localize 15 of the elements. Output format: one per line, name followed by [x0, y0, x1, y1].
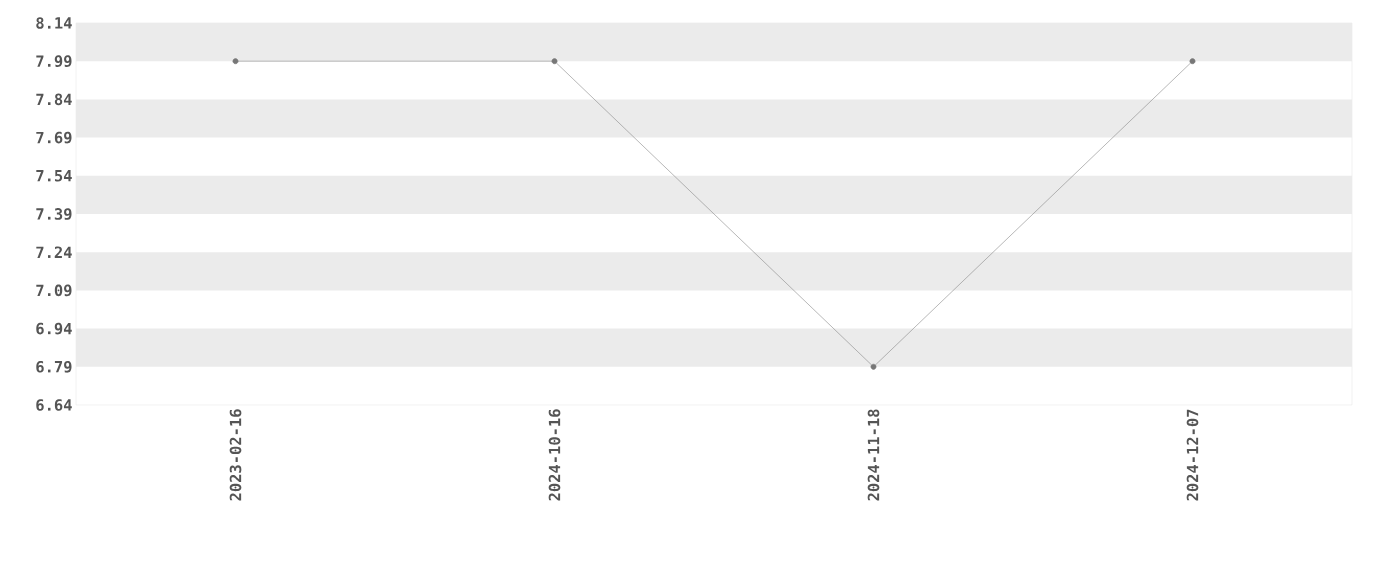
- x-tick-label: 2023-02-16: [229, 409, 242, 501]
- y-tick-label: 7.69: [36, 131, 72, 144]
- y-tick-label: 6.79: [36, 360, 72, 373]
- y-tick-label: 6.94: [36, 322, 72, 335]
- y-tick-label: 7.24: [36, 246, 72, 258]
- x-tick-label: 2024-12-07: [1186, 409, 1199, 501]
- y-tick-label: 7.39: [36, 208, 72, 220]
- y-tick-label: 7.84: [36, 93, 72, 106]
- y-tick-label: 7.99: [36, 55, 72, 68]
- y-tick-label: 8.14: [36, 17, 72, 29]
- x-tick-label: 2024-10-16: [548, 409, 561, 501]
- y-tick-label: 6.64: [36, 399, 72, 411]
- y-tick-label: 7.54: [36, 170, 72, 182]
- y-tick-label: 7.09: [36, 284, 72, 297]
- x-tick-label: 2024-11-18: [867, 409, 880, 501]
